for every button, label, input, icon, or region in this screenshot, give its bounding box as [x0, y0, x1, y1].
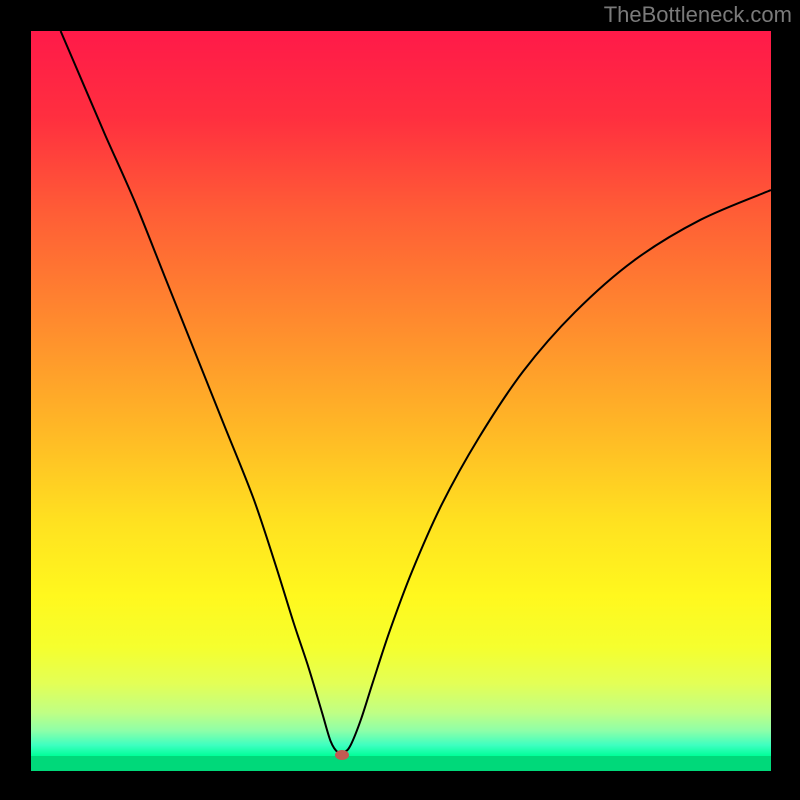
minimum-marker — [335, 750, 349, 760]
chart-area — [31, 31, 771, 771]
bottleneck-curve — [61, 31, 771, 753]
chart-curve-svg — [31, 31, 771, 771]
watermark-text: TheBottleneck.com — [604, 2, 792, 28]
